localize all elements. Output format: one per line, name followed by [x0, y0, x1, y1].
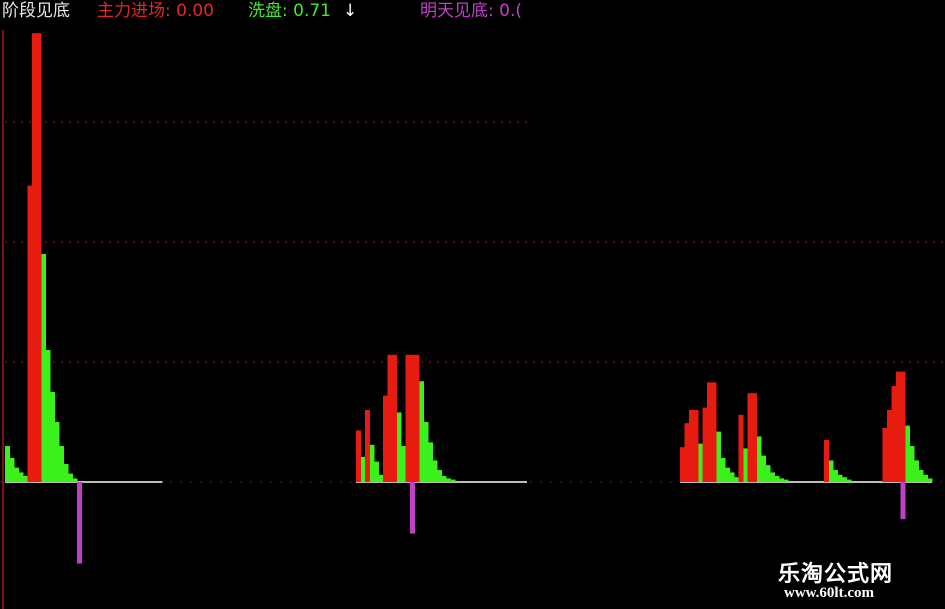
- washout-bar: [761, 455, 766, 482]
- main-force-bar: [392, 354, 397, 482]
- washout-bar: [918, 470, 924, 482]
- washout-bar: [401, 446, 406, 482]
- washout-bar: [842, 477, 847, 482]
- main-force-bar: [887, 410, 892, 482]
- washout-bar: [423, 422, 429, 482]
- washout-bar: [716, 431, 721, 482]
- main-force-bar: [684, 423, 690, 482]
- main-force-bar: [387, 354, 393, 482]
- main-force-bar: [365, 410, 370, 482]
- washout-value: 洗盘: 0.71: [248, 1, 331, 21]
- washout-bar: [14, 467, 19, 482]
- main-force-bar: [410, 354, 415, 482]
- main-force-bar: [32, 33, 37, 482]
- washout-bar: [833, 470, 838, 482]
- washout-bar: [828, 460, 834, 482]
- main-force-bar: [891, 386, 897, 482]
- bottom-tomorrow-bar: [410, 482, 415, 534]
- washout-bar: [698, 443, 703, 482]
- main-force-bar: [824, 440, 829, 482]
- washout-bar: [446, 478, 451, 482]
- washout-bar: [774, 476, 780, 482]
- washout-bar: [905, 425, 910, 482]
- main-force-bar: [680, 447, 685, 482]
- main-force-bar: [27, 185, 33, 482]
- washout-bar: [783, 479, 789, 482]
- washout-bar: [437, 470, 442, 482]
- indicator-title: 阶段见底: [2, 1, 70, 21]
- main-force-bar: [752, 393, 757, 482]
- washout-bar: [428, 442, 433, 482]
- main-force-bar: [707, 382, 712, 482]
- washout-bar: [18, 472, 24, 482]
- washout-bar: [41, 254, 46, 482]
- washout-bar: [765, 465, 771, 482]
- washout-bar: [374, 461, 379, 482]
- main-force-bar: [693, 410, 699, 482]
- washout-bar: [756, 436, 762, 482]
- main-force-bar: [896, 371, 901, 482]
- bottom-tomorrow-bar: [77, 482, 82, 564]
- washout-bar: [9, 458, 15, 482]
- watermark-name: 乐淘公式网: [778, 561, 894, 587]
- main-force-bar: [414, 354, 420, 482]
- main-force-bar: [711, 382, 717, 482]
- washout-bar: [63, 464, 69, 482]
- washout-bar: [378, 474, 384, 482]
- main-force-bar: [900, 371, 906, 482]
- washout-bar: [396, 412, 402, 482]
- washout-bar: [68, 473, 73, 482]
- washout-bar: [23, 476, 28, 482]
- washout-bar: [441, 476, 447, 482]
- washout-bar: [837, 474, 843, 482]
- washout-bar: [734, 477, 739, 482]
- washout-bar: [770, 472, 775, 482]
- washout-bar: [923, 474, 928, 482]
- washout-bar: [432, 460, 438, 482]
- bottom-tomorrow-value: 明天见底: 0.(: [420, 1, 522, 21]
- main-force-bar: [405, 354, 411, 482]
- washout-bar: [5, 446, 10, 482]
- washout-bar: [72, 478, 78, 482]
- main-force-bar: [702, 407, 708, 482]
- washout-bar: [779, 478, 784, 482]
- washout-bar: [50, 392, 55, 482]
- washout-bar: [59, 446, 64, 482]
- main-force-bar: [689, 410, 694, 482]
- washout-bar: [927, 478, 933, 482]
- main-force-value: 主力进场: 0.00: [97, 1, 214, 21]
- washout-bar: [360, 456, 366, 482]
- washout-bar: [369, 444, 375, 482]
- watermark-url: www.60lt.com: [784, 585, 874, 601]
- main-force-bar: [738, 414, 744, 482]
- down-arrow-icon: ↓: [343, 1, 358, 21]
- bottom-tomorrow-bar: [900, 482, 906, 520]
- main-force-bar: [882, 428, 888, 482]
- washout-bar: [909, 446, 915, 482]
- washout-bar: [846, 479, 852, 482]
- washout-bar: [729, 472, 735, 482]
- main-force-bar: [747, 393, 753, 482]
- washout-bar: [54, 422, 60, 482]
- main-force-bar: [36, 33, 42, 482]
- washout-bar: [450, 479, 456, 482]
- washout-bar: [419, 381, 424, 482]
- washout-bar: [743, 448, 748, 482]
- washout-bar: [914, 460, 919, 482]
- washout-bar: [45, 350, 51, 482]
- washout-bar: [725, 467, 730, 482]
- main-force-bar: [356, 430, 361, 482]
- main-force-bar: [383, 395, 388, 482]
- washout-bar: [720, 458, 726, 482]
